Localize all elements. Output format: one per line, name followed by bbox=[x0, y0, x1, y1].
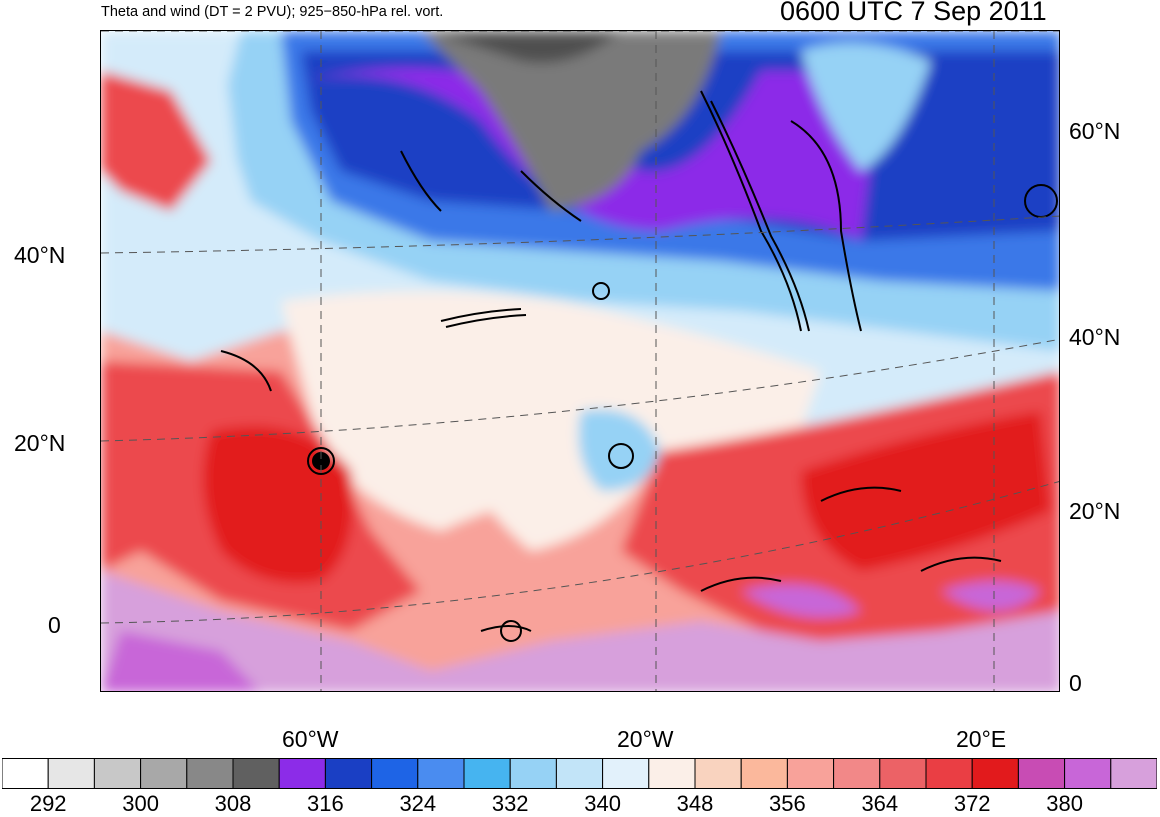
colorbar-label: 324 bbox=[399, 791, 437, 816]
colorbar-swatch bbox=[694, 758, 742, 789]
theta-field-map bbox=[101, 31, 1059, 691]
colorbar-label: 308 bbox=[214, 791, 252, 816]
colorbar-swatch bbox=[555, 758, 604, 789]
colorbar-swatch bbox=[971, 758, 1019, 789]
lat-label-right-20n: 20°N bbox=[1069, 498, 1121, 524]
lat-label-left-20n: 20°N bbox=[14, 430, 66, 456]
colorbar-swatch bbox=[786, 758, 835, 789]
graticule-lines bbox=[101, 31, 1059, 691]
colorbar-swatch bbox=[1017, 758, 1066, 789]
theta-colorbar bbox=[2, 758, 1157, 789]
colorbar-swatch bbox=[602, 758, 650, 789]
lat-label-left-40n: 40°N bbox=[14, 242, 66, 268]
colorbar-swatch bbox=[93, 758, 142, 789]
map-title: Theta and wind (DT = 2 PVU); 925−850-hPa… bbox=[101, 4, 444, 20]
colorbar-swatch bbox=[278, 758, 326, 789]
colorbar-swatch bbox=[740, 758, 788, 789]
lat-label-right-60n: 60°N bbox=[1069, 118, 1121, 144]
colorbar-label: 316 bbox=[307, 791, 344, 816]
colorbar-swatch bbox=[47, 758, 95, 789]
colorbar-label: 300 bbox=[122, 791, 159, 816]
colorbar-swatch bbox=[833, 758, 881, 789]
colorbar-swatch bbox=[879, 758, 927, 789]
colorbar-label: 372 bbox=[953, 791, 991, 816]
colorbar-label: 332 bbox=[491, 791, 529, 816]
colorbar-label: 356 bbox=[769, 791, 806, 816]
colorbar-label: 292 bbox=[29, 791, 67, 816]
colorbar-swatch bbox=[417, 758, 465, 789]
colorbar-swatch bbox=[186, 758, 234, 789]
valid-time: 0600 UTC 7 Sep 2011 bbox=[780, 0, 1047, 26]
colorbar-swatch bbox=[324, 758, 373, 789]
colorbar-swatch bbox=[509, 758, 557, 789]
lat-label-left-0: 0 bbox=[48, 612, 61, 638]
colorbar-swatch bbox=[140, 758, 188, 789]
lat-label-right-40n: 40°N bbox=[1069, 324, 1121, 350]
theta-shading bbox=[101, 31, 1059, 691]
colorbar-swatch bbox=[371, 758, 419, 789]
colorbar-label: 340 bbox=[584, 791, 621, 816]
colorbar-label: 380 bbox=[1046, 791, 1083, 816]
colorbar-swatch bbox=[232, 758, 280, 789]
lon-label-20e: 20°E bbox=[956, 726, 1007, 752]
colorbar-swatch bbox=[1110, 758, 1157, 789]
colorbar-swatch bbox=[925, 758, 973, 789]
colorbar-swatch bbox=[1064, 758, 1112, 789]
lon-label-60w: 60°W bbox=[282, 726, 339, 752]
colorbar-label: 348 bbox=[676, 791, 714, 816]
colorbar-label: 364 bbox=[861, 791, 899, 816]
colorbar-swatch bbox=[2, 758, 49, 789]
colorbar-swatch bbox=[463, 758, 511, 789]
lon-label-20w: 20°W bbox=[617, 726, 674, 752]
colorbar-swatch bbox=[648, 758, 696, 789]
lat-label-right-0: 0 bbox=[1069, 670, 1082, 696]
map-panel bbox=[100, 30, 1060, 692]
